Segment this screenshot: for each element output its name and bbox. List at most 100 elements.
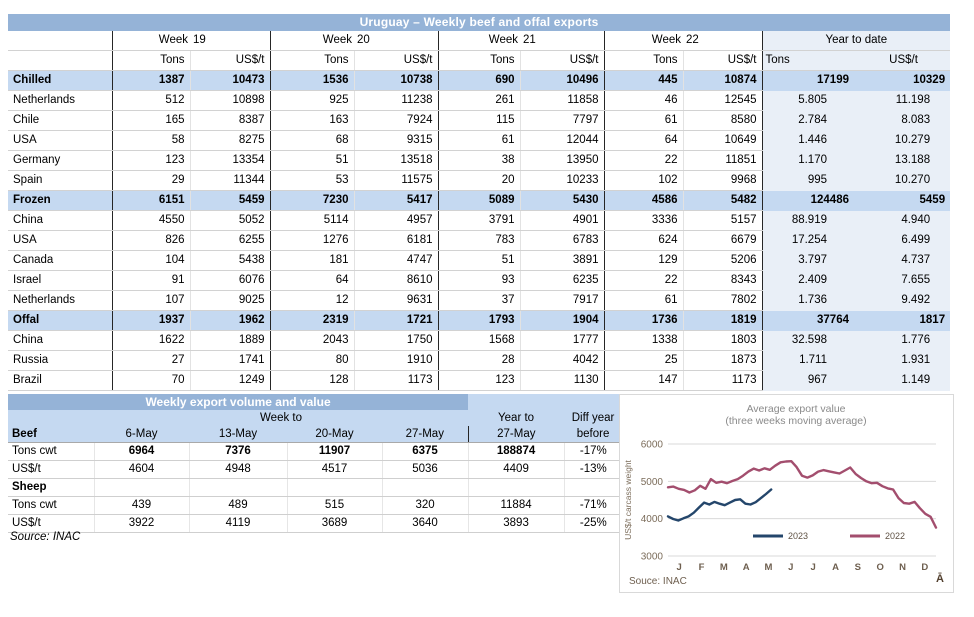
cell: 320: [382, 496, 469, 515]
row-label: China: [8, 210, 113, 231]
cell: 1819: [683, 310, 763, 331]
week-number: 22: [683, 31, 763, 51]
cell: 88.919: [762, 210, 857, 231]
cell: 1173: [354, 370, 439, 391]
weekly-table-title: Weekly export volume and value: [8, 394, 469, 410]
cell: 3922: [94, 514, 190, 533]
cell: 181: [270, 250, 355, 271]
cell: 6151: [112, 190, 191, 211]
row-label: US$/t: [8, 514, 95, 533]
cell: 27: [112, 350, 191, 371]
cell: 12545: [683, 90, 763, 111]
cell: 7917: [520, 290, 605, 311]
row-label: USA: [8, 130, 113, 151]
cell: 5.805: [762, 90, 857, 111]
corner-cell: [8, 50, 113, 71]
cell: 9968: [683, 170, 763, 191]
table-row: Canada 104 5438 181 4747 51 3891 129 5206 3.797 4.…: [8, 250, 951, 271]
table-row: Germany 123 13354 51 13518 38 13950 22 11851 1.17…: [8, 150, 951, 171]
cell: 8275: [190, 130, 271, 151]
cell: 7797: [520, 110, 605, 131]
cell: 1721: [354, 310, 439, 331]
cell: 489: [189, 496, 288, 515]
cell: 10.270: [857, 170, 951, 191]
table-row: Netherlands 107 9025 12 9631 37 7917 61 7802 1.73…: [8, 290, 951, 311]
cell: [189, 478, 288, 497]
cell: 3.797: [762, 250, 857, 271]
tons-header: Tons: [604, 50, 684, 71]
x-tick-label: M: [720, 562, 728, 573]
cell: 3689: [287, 514, 383, 533]
cell: 32.598: [762, 330, 857, 351]
table-row: Israel 91 6076 64 8610 93 6235 22 8343 2.409 7.655: [8, 270, 951, 291]
cell: 1276: [270, 230, 355, 251]
cell: 783: [438, 230, 521, 251]
cell: 29: [112, 170, 191, 191]
cell: 8580: [683, 110, 763, 131]
cell: 1568: [438, 330, 521, 351]
cell: 1249: [190, 370, 271, 391]
cell: 13950: [520, 150, 605, 171]
year-to-header: Year to: [468, 410, 565, 426]
source-note: Source: INAC: [10, 531, 81, 543]
x-tick-label: A: [832, 562, 839, 573]
cell: 4747: [354, 250, 439, 271]
row-label: Tons cwt: [8, 496, 95, 515]
cell: 3791: [438, 210, 521, 231]
cell: 11851: [683, 150, 763, 171]
tons-header: Tons: [112, 50, 191, 71]
cell: 8610: [354, 270, 439, 291]
week-label: Week: [112, 31, 190, 51]
cell: 61: [604, 110, 684, 131]
cell: 91: [112, 270, 191, 291]
cell: 10496: [520, 70, 605, 91]
x-tick-label: D: [921, 562, 928, 573]
series-line-2023: [666, 488, 773, 522]
y-axis-label: US$/t carcass weight: [623, 459, 633, 539]
cell: 28: [438, 350, 521, 371]
table-row: Spain 29 11344 53 11575 20 10233 102 9968 995 10.2…: [8, 170, 951, 191]
cell: 5430: [520, 190, 605, 211]
cell: 7924: [354, 110, 439, 131]
cell: 10649: [683, 130, 763, 151]
cell: 188874: [467, 442, 565, 461]
y-tick-label: 5000: [641, 477, 664, 488]
cell: 4948: [189, 460, 288, 479]
cell: 64: [270, 270, 355, 291]
chart-grid: 3000 4000 5000 6000 J F M A M J J A S O N D: [641, 440, 936, 573]
cell: 5417: [354, 190, 439, 211]
cell: 107: [112, 290, 191, 311]
chart-legend: 2023 2022: [753, 531, 905, 541]
cell: 11.198: [857, 90, 951, 111]
row-label: Israel: [8, 270, 113, 291]
cell: 37: [438, 290, 521, 311]
table-row: US$/t 4604 4948 4517 5036 4409 -13%: [8, 460, 623, 479]
cell: 4901: [520, 210, 605, 231]
ytd-date-header: 27-May: [467, 426, 565, 443]
cell: 1793: [438, 310, 521, 331]
cell: 11884: [467, 496, 565, 515]
cell: 624: [604, 230, 684, 251]
cell: 115: [438, 110, 521, 131]
cell: 4550: [112, 210, 191, 231]
cell: 8343: [683, 270, 763, 291]
cell: 826: [112, 230, 191, 251]
table-row: Brazil 70 1249 128 1173 123 1130 147 1173 967 1.14…: [8, 370, 951, 391]
cell: 68: [270, 130, 355, 151]
cell: [287, 478, 383, 497]
x-tick-label: J: [677, 562, 682, 573]
cell: 51: [270, 150, 355, 171]
legend-label: 2023: [788, 531, 808, 541]
cell: 129: [604, 250, 684, 271]
table-row: Russia 27 1741 80 1910 28 4042 25 1873 1.711 1.931: [8, 350, 951, 371]
cell: 7376: [189, 442, 288, 461]
chart-source-label: Souce: INAC: [629, 576, 687, 587]
cell: 51: [438, 250, 521, 271]
chart-series: [666, 459, 938, 529]
cell: 9631: [354, 290, 439, 311]
chart-panel: 3000 4000 5000 6000 J F M A M J J A S O N D Average exp…: [619, 394, 954, 593]
cell: 2.409: [762, 270, 857, 291]
row-label: Chile: [8, 110, 113, 131]
cell: 1.776: [857, 330, 951, 351]
